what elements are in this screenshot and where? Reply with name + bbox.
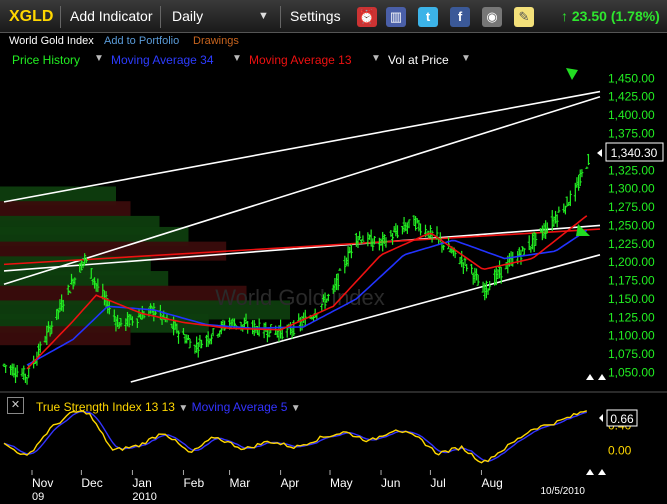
price-tick-label: 1,425.00: [608, 90, 655, 104]
price-tick-label: 1,125.00: [608, 310, 655, 324]
tsi-tick-label: 0.00: [608, 444, 632, 458]
last-price-pointer: [597, 149, 602, 157]
tsi-legend-label[interactable]: True Strength Index 13 13: [36, 400, 175, 414]
arrow-annotation-icon: [566, 68, 578, 80]
add-to-portfolio-link[interactable]: Add to Portfolio: [104, 35, 180, 47]
price-tick-label: 1,275.00: [608, 200, 655, 214]
legend-ma13[interactable]: Moving Average 13: [249, 53, 352, 67]
chevron-down-icon[interactable]: ▼: [94, 53, 104, 64]
twitter-icon[interactable]: t: [418, 7, 438, 27]
price-tick-label: 1,075.00: [608, 347, 655, 361]
date-tick-label: Aug: [481, 476, 502, 490]
trend-line: [3, 90, 601, 203]
price-tick-label: 1,200.00: [608, 255, 655, 269]
date-tick-label: Dec: [81, 476, 102, 490]
tsi-ma-legend-label[interactable]: Moving Average 5: [191, 400, 288, 414]
date-tick-label: Feb: [183, 476, 204, 490]
volume-at-price-bar: [0, 326, 131, 346]
tsi-line: [3, 410, 588, 464]
tsi-last-marker: 0.66: [599, 409, 638, 427]
date-tick-label: Nov: [32, 476, 53, 490]
arrow-annotation-icon: [576, 224, 590, 236]
last-price-label: 1,340.30: [611, 146, 658, 160]
chevron-down-icon[interactable]: ▼: [178, 403, 189, 414]
symbol-label[interactable]: XGLD: [9, 8, 54, 25]
price-tick-label: 1,450.00: [608, 71, 655, 85]
chevron-down-icon[interactable]: ▼: [232, 53, 242, 64]
toolbar-divider: [60, 6, 61, 28]
price-tick-label: 1,050.00: [608, 365, 655, 379]
current-date-label: 10/5/2010: [541, 486, 586, 497]
instrument-name: World Gold Index: [9, 35, 94, 47]
toolbar-divider: [280, 6, 281, 28]
price-tick-label: 1,325.00: [608, 163, 655, 177]
volume-at-price-bar: [0, 271, 169, 291]
price-tick-label: 1,375.00: [608, 126, 655, 140]
facebook-icon[interactable]: f: [450, 7, 470, 27]
price-tick-label: 1,150.00: [608, 292, 655, 306]
last-price-marker: 1,340.30: [597, 142, 664, 162]
price-tick-label: 1,175.00: [608, 274, 655, 288]
volume-at-price-bars: [0, 186, 290, 346]
chevron-down-icon[interactable]: ▼: [258, 10, 269, 22]
toolbar-divider: [160, 6, 161, 28]
toolbar: XGLD Add Indicator Daily ▼ Settings ⏰ ▥ …: [0, 0, 667, 33]
price-tick-label: 1,400.00: [608, 108, 655, 122]
close-icon[interactable]: ✕: [7, 397, 24, 414]
trend-line: [3, 95, 601, 285]
ma34-line: [26, 229, 588, 366]
settings-button[interactable]: Settings: [290, 8, 341, 24]
date-tick-label: May: [330, 476, 353, 490]
price-tick-label: 1,225.00: [608, 237, 655, 251]
volume-at-price-bar: [0, 201, 131, 221]
tsi-last-box: [606, 409, 638, 427]
date-tick-label: Apr: [281, 476, 300, 490]
scroll-up-icon[interactable]: [598, 374, 606, 380]
database-icon[interactable]: ▥: [386, 7, 406, 27]
trend-line: [3, 224, 601, 272]
scroll-up-icon[interactable]: [586, 469, 594, 475]
trend-line: [130, 254, 601, 383]
last-price-box: [605, 142, 664, 162]
price-change: ↑ 23.50 (1.78%): [561, 8, 660, 24]
tsi-legend: True Strength Index 13 13 ▼ Moving Avera…: [36, 400, 301, 414]
chevron-down-icon[interactable]: ▼: [290, 403, 301, 414]
alarm-clock-icon[interactable]: ⏰: [357, 7, 377, 27]
price-tick-label: 1,100.00: [608, 329, 655, 343]
trend-line: [3, 228, 601, 266]
price-tick-label: 1,300.00: [608, 182, 655, 196]
tsi-last-label: 0.66: [610, 412, 634, 426]
date-tick-label: Jun: [381, 476, 400, 490]
trend-lines: [3, 90, 601, 383]
date-tick-label: Jan: [132, 476, 151, 490]
chevron-down-icon[interactable]: ▼: [461, 53, 471, 64]
note-icon[interactable]: ✎: [514, 7, 534, 27]
price-tick-label: 1,250.00: [608, 218, 655, 232]
year-tick-label: 2010: [132, 491, 156, 503]
scroll-up-icon[interactable]: [586, 374, 594, 380]
add-indicator-button[interactable]: Add Indicator: [70, 8, 153, 24]
legend-vol-at-price[interactable]: Vol at Price: [388, 53, 449, 67]
tsi-last-pointer: [599, 414, 603, 422]
chart-watermark: World Gold Index: [215, 285, 385, 310]
scroll-up-icon[interactable]: [598, 469, 606, 475]
year-tick-label: 09: [32, 491, 44, 503]
date-tick-label: Jul: [430, 476, 445, 490]
drawings-link[interactable]: Drawings: [193, 35, 239, 47]
volume-at-price-bar: [0, 241, 227, 261]
camera-icon[interactable]: ◉: [482, 7, 502, 27]
tsi-ma-line: [3, 410, 587, 463]
interval-select[interactable]: Daily: [172, 8, 204, 24]
chevron-down-icon[interactable]: ▼: [371, 53, 381, 64]
sub-bar: World Gold Index Add to Portfolio Drawin…: [0, 33, 667, 51]
legend-price-history[interactable]: Price History: [12, 53, 81, 67]
ma13-line: [26, 215, 588, 370]
volume-at-price-bar: [0, 186, 116, 206]
legend-ma34[interactable]: Moving Average 34: [111, 53, 214, 67]
date-tick-label: Mar: [230, 476, 251, 490]
price-axis: 1,450.001,425.001,400.001,375.001,350.00…: [608, 71, 655, 379]
